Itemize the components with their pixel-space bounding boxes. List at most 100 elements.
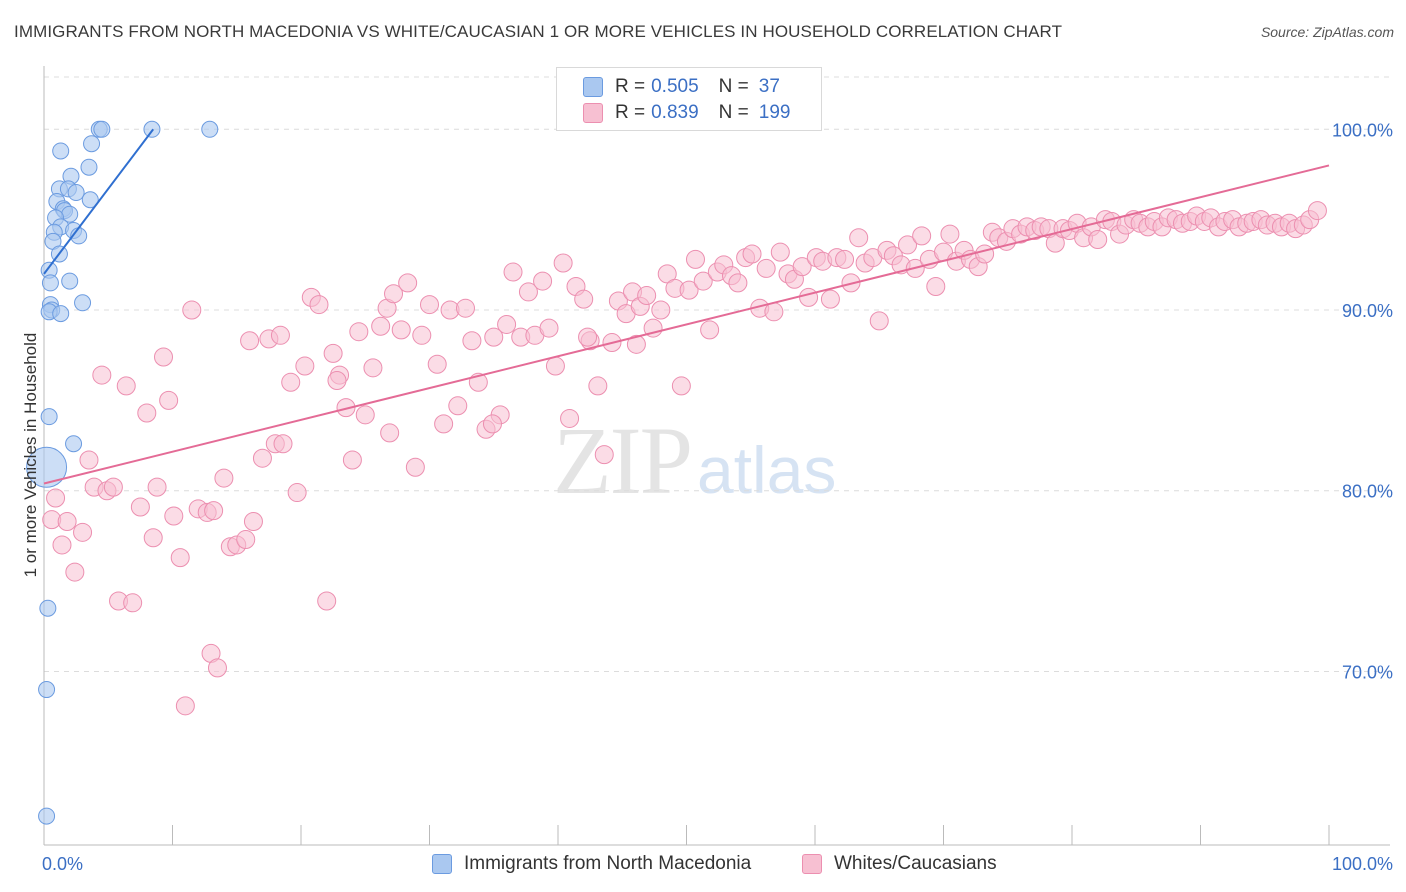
x-tick-label: 0.0% [42,854,83,874]
legend-r-value: 0.839 [651,102,699,123]
whites-point [363,358,383,378]
whites-point [637,286,657,306]
whites-point [281,372,301,392]
y-axis-label: 1 or more Vehicles in Household [21,333,40,578]
whites-point [626,334,646,354]
whites-point [123,593,143,613]
whites-point [588,376,608,396]
whites-point [926,277,946,297]
y-tick-label: 70.0% [1342,662,1393,682]
north-macedonia-point [65,435,83,453]
whites-point [204,501,224,521]
whites-point [92,365,112,385]
whites-point [898,235,918,255]
north-macedonia-point [67,184,85,202]
whites-point [371,316,391,336]
whites-point [384,284,404,304]
whites-point [700,320,720,340]
whites-point [770,242,790,262]
bottom-legend-series1: Immigrants from North Macedonia [432,852,751,876]
whites-point [835,249,855,269]
whites-points [42,201,1327,716]
tick-labels: 70.0% 80.0% 90.0% 100.0% 0.0% 100.0% 1 or more… [21,120,1393,874]
north-macedonia-point [81,191,99,209]
whites-point [685,249,705,269]
whites-point [236,530,256,550]
whites-trend-line [43,164,1330,485]
north-macedonia-point [38,807,56,825]
grid-lines [44,76,1390,672]
whites-point [756,258,776,278]
legend-row-pink: R = 0.839 N = 199 [583,101,790,125]
whites-point [273,434,293,454]
whites-point [170,548,190,568]
whites-point [975,244,995,264]
whites-point [1088,230,1108,250]
legend-swatch-pink [802,854,822,874]
whites-point [484,327,504,347]
whites-point [1307,201,1327,221]
north-macedonia-point [38,681,56,699]
whites-point [336,398,356,418]
y-tick-label: 90.0% [1342,301,1393,321]
whites-point [182,300,202,320]
legend-r-label: R = [615,102,646,123]
whites-point [545,356,565,376]
whites-point [130,497,150,517]
whites-point [742,244,762,264]
whites-point [764,302,784,322]
whites-point [912,226,932,246]
whites-point [355,405,375,425]
whites-point [455,298,475,318]
whites-point [792,257,812,277]
whites-point [940,224,960,244]
whites-point [65,562,85,582]
x-tick-label: 100.0% [1332,854,1393,874]
whites-point [103,477,123,497]
whites-point [594,445,614,465]
legend-row-blue: R = 0.505 N = 37 [583,75,780,99]
whites-point [553,253,573,273]
y-tick-label: 100.0% [1332,120,1393,140]
whites-point [323,343,343,363]
whites-point [533,271,553,291]
whites-point [799,287,819,307]
legend-r-value: 0.505 [651,76,699,97]
whites-point [116,376,136,396]
whites-point [497,314,517,334]
whites-point [693,271,713,291]
legend-swatch-blue [583,77,603,97]
legend-series1-label: Immigrants from North Macedonia [464,853,752,874]
whites-point [503,262,523,282]
north-macedonia-point [83,135,101,153]
whites-point [73,522,93,542]
north-macedonia-point [201,120,219,138]
north-macedonia-point [61,272,79,290]
whites-point [380,423,400,443]
whites-point [317,591,337,611]
zipatlas-watermark: ZIPatlas [553,405,836,516]
whites-point [147,477,167,497]
whites-point [214,468,234,488]
whites-point [679,280,699,300]
whites-point [412,325,432,345]
whites-point [398,273,418,293]
legend-r-label: R = [615,76,646,97]
whites-point [79,450,99,470]
north-macedonia-point [26,446,68,488]
north-macedonia-point [93,120,111,138]
whites-point [518,282,538,302]
whites-point [651,300,671,320]
trend-lines [43,128,1330,485]
north-macedonia-point [39,599,57,617]
chart-title: IMMIGRANTS FROM NORTH MACEDONIA VS WHITE… [14,22,1063,41]
y-tick-label: 80.0% [1342,482,1393,502]
whites-point [159,390,179,410]
whites-point [462,331,482,351]
whites-point [820,289,840,309]
north-macedonia-point [52,142,70,160]
whites-point [574,289,594,309]
whites-point [175,696,195,716]
whites-point [295,356,315,376]
whites-point [164,506,184,526]
